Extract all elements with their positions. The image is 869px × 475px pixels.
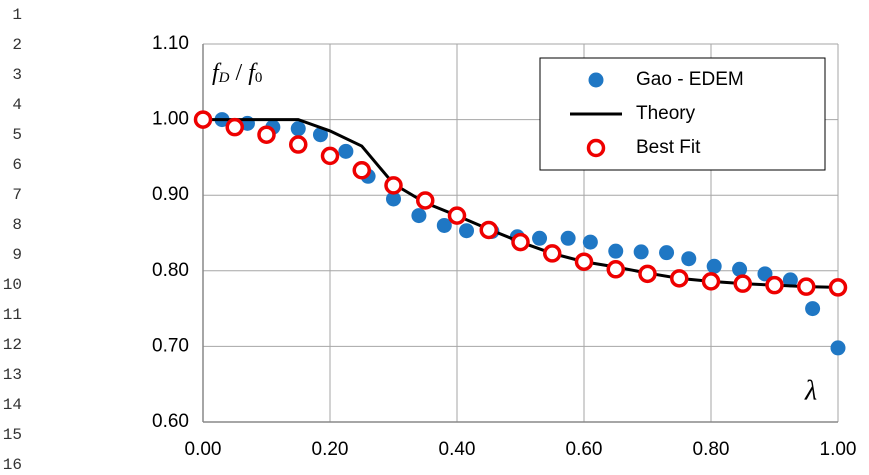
- data-point: [312, 127, 328, 143]
- line-number: 9: [12, 246, 22, 264]
- line-number: 13: [3, 366, 22, 384]
- y-tick-label: 0.80: [152, 260, 189, 281]
- data-point: [582, 234, 598, 250]
- line-number: 2: [12, 36, 22, 54]
- data-point: [706, 258, 722, 274]
- data-point: [608, 243, 624, 259]
- x-tick-label: 0.20: [312, 439, 349, 460]
- x-tick-label: 0.60: [566, 439, 603, 460]
- line-number: 15: [3, 426, 22, 444]
- data-point: [532, 230, 548, 246]
- y-label-part: 0: [255, 70, 263, 86]
- fit-point: [733, 274, 752, 293]
- data-point: [459, 223, 475, 239]
- y-tick-label: 1.00: [152, 109, 189, 130]
- data-point: [805, 301, 821, 317]
- y-axis-label: fD / f0: [212, 60, 262, 87]
- fit-point: [543, 244, 562, 263]
- fit-point: [606, 260, 625, 279]
- data-point: [386, 191, 401, 207]
- fit-point: [670, 269, 689, 288]
- y-tick-label: 0.60: [152, 411, 189, 432]
- legend-label: Best Fit: [636, 137, 701, 158]
- data-point: [659, 245, 675, 261]
- y-tick-label: 0.70: [152, 335, 189, 356]
- x-tick-label: 0.40: [439, 439, 476, 460]
- line-number: 5: [12, 126, 22, 144]
- fit-point: [257, 125, 276, 144]
- x-tick-label: 1.00: [820, 439, 857, 460]
- fit-point: [320, 146, 340, 166]
- y-tick-label: 0.90: [152, 184, 189, 205]
- line-number: 7: [12, 186, 22, 204]
- y-label-part: D: [218, 70, 230, 86]
- fit-point: [797, 277, 816, 296]
- line-number: 11: [3, 306, 22, 324]
- fit-point: [225, 117, 244, 137]
- line-number: 16: [3, 456, 22, 474]
- data-point: [436, 217, 452, 233]
- line-number: 14: [3, 396, 22, 414]
- data-point: [782, 272, 798, 288]
- legend-label: Theory: [636, 103, 696, 124]
- data-point: [290, 121, 306, 137]
- y-tick-label: 1.10: [152, 33, 189, 54]
- x-tick-label: 0.80: [693, 439, 730, 460]
- data-point: [757, 266, 773, 282]
- x-axis-label: λ: [804, 375, 817, 406]
- legend-swatch: [586, 138, 606, 158]
- y-label-part: f: [248, 60, 258, 86]
- fit-point: [289, 135, 308, 154]
- y-label-part: f: [212, 60, 222, 86]
- line-number: 8: [12, 216, 22, 234]
- fit-point: [511, 232, 530, 252]
- line-number: 12: [3, 336, 22, 354]
- fit-point: [765, 275, 784, 295]
- fit-point: [638, 264, 657, 284]
- fit-point: [574, 252, 594, 271]
- y-label-part: /: [230, 60, 249, 86]
- line-number: 4: [12, 96, 22, 114]
- data-point: [732, 261, 748, 277]
- line-number: 1: [12, 6, 22, 24]
- legend-label: Gao - EDEM: [636, 69, 744, 90]
- fit-point: [416, 191, 435, 210]
- fit-point: [479, 220, 498, 240]
- fit-point: [193, 110, 213, 129]
- data-point: [633, 244, 649, 260]
- fit-point: [828, 278, 848, 297]
- data-point: [830, 340, 846, 356]
- data-point: [338, 143, 354, 159]
- line-number: 10: [3, 276, 22, 294]
- fit-point: [447, 206, 467, 225]
- fit-point: [352, 161, 371, 180]
- fit-point: [701, 272, 721, 291]
- data-point: [411, 208, 427, 224]
- legend-swatch: [588, 72, 604, 88]
- data-point: [681, 251, 697, 267]
- x-tick-label: 0.00: [185, 439, 222, 460]
- fit-point: [384, 176, 403, 195]
- line-number: 6: [12, 156, 22, 174]
- data-point: [560, 230, 576, 246]
- line-number: 3: [12, 66, 22, 84]
